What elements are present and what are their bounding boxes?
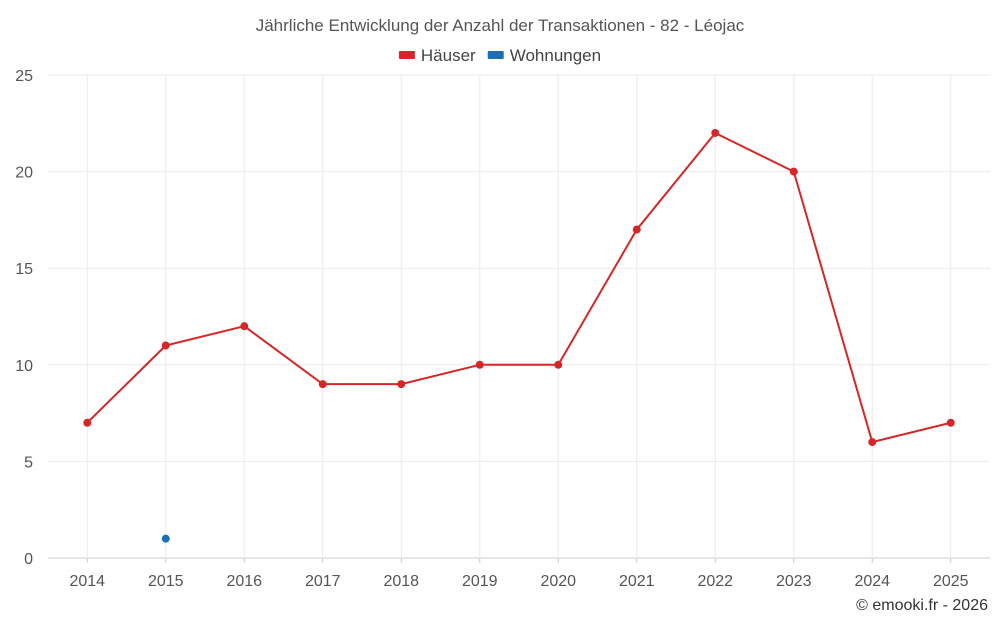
x-tick-label: 2025: [933, 573, 969, 590]
x-tick-label: 2023: [776, 573, 812, 590]
x-tick-label: 2020: [540, 573, 576, 590]
x-tick-label: 2018: [383, 573, 419, 590]
x-tick-label: 2017: [305, 573, 341, 590]
chart-title: Jährliche Entwicklung der Anzahl der Tra…: [256, 16, 745, 35]
y-axis: 0 5 10 15 20 25: [15, 68, 33, 568]
x-tick-label: 2014: [69, 573, 105, 590]
y-tick-label: 25: [15, 68, 33, 85]
series-wohnungen: [161, 534, 170, 543]
data-point[interactable]: [554, 360, 563, 369]
x-tick-label: 2022: [697, 573, 733, 590]
data-point[interactable]: [946, 418, 955, 427]
data-point[interactable]: [789, 167, 798, 176]
data-point[interactable]: [711, 128, 720, 137]
series-layer: [83, 128, 955, 543]
data-point[interactable]: [397, 380, 406, 389]
legend: Häuser Wohnungen: [398, 46, 601, 65]
x-tick-label: 2021: [619, 573, 655, 590]
x-axis: 2014 2015 2016 2017 2018 2019 2020 2021 2022 2023…: [69, 558, 969, 590]
legend-item[interactable]: Wohnungen: [487, 46, 601, 65]
data-point[interactable]: [161, 341, 170, 350]
data-point[interactable]: [161, 534, 170, 543]
y-tick-label: 0: [24, 551, 33, 568]
x-tick-label: 2015: [148, 573, 184, 590]
legend-item[interactable]: Häuser: [398, 46, 476, 65]
data-point[interactable]: [83, 418, 92, 427]
series-line: [86, 131, 951, 444]
x-tick-label: 2019: [462, 573, 498, 590]
data-point[interactable]: [475, 360, 484, 369]
legend-swatch: [487, 51, 504, 59]
x-tick-label: 2016: [226, 573, 262, 590]
legend-swatch: [398, 51, 415, 59]
y-tick-label: 15: [15, 261, 33, 278]
copyright-footer: © emooki.fr - 2026: [856, 597, 988, 614]
data-point[interactable]: [318, 380, 327, 389]
data-point[interactable]: [240, 322, 249, 331]
y-tick-label: 10: [15, 358, 33, 375]
series-haeuser: [83, 128, 955, 447]
grid-lines: [48, 74, 990, 559]
legend-label: Wohnungen: [510, 46, 601, 65]
y-tick-label: 5: [24, 454, 33, 471]
legend-label: Häuser: [421, 46, 476, 65]
data-point[interactable]: [632, 225, 641, 234]
x-tick-label: 2024: [854, 573, 890, 590]
data-point[interactable]: [868, 438, 877, 447]
y-tick-label: 20: [15, 165, 33, 182]
